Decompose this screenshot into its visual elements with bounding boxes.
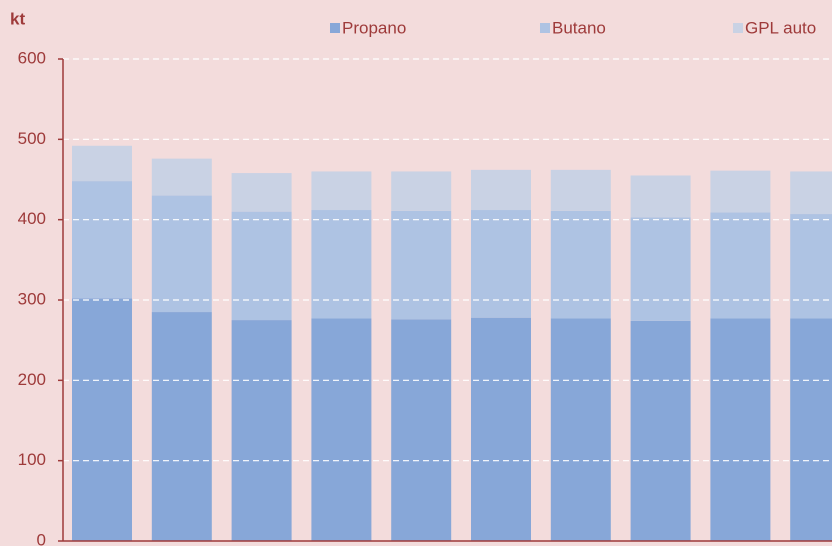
y-tick-label: 500 [18, 129, 46, 148]
bar-segment [391, 210, 452, 320]
bar-segment [710, 212, 771, 319]
bar-segment [72, 298, 132, 541]
bar-segment [151, 195, 212, 313]
bar-segment [72, 181, 132, 299]
y-tick-label: 600 [18, 48, 46, 67]
bar-segment [231, 320, 292, 541]
bar-segment [790, 214, 832, 319]
bar-segment [311, 318, 372, 541]
bar-segment [151, 312, 212, 541]
bar-segment [391, 171, 452, 211]
bar-segment [311, 171, 372, 211]
legend-swatch [733, 23, 743, 33]
legend-swatch [540, 23, 550, 33]
bar-segment [630, 217, 691, 321]
bar-segment [72, 145, 132, 182]
bar-segment [471, 210, 531, 318]
bar-segment [231, 211, 292, 321]
y-tick-label: 0 [37, 530, 46, 546]
legend-label: GPL auto [745, 18, 816, 37]
bar-segment [710, 318, 771, 541]
bar-segment [391, 319, 452, 541]
bar-segment [630, 320, 691, 541]
y-axis-label: kt [10, 9, 25, 28]
bar-segment [311, 210, 372, 319]
y-tick-label: 400 [18, 209, 46, 228]
bar-segment [550, 169, 611, 211]
bar-segment [790, 318, 832, 541]
legend-swatch [330, 23, 340, 33]
bar-segment [231, 173, 292, 212]
bar-segment [790, 171, 832, 215]
bar-segment [550, 210, 611, 319]
bar-segment [710, 170, 771, 213]
bar-segment [151, 158, 212, 196]
bar-segment [630, 175, 691, 218]
bar-segment [471, 317, 531, 541]
bar-segment [471, 169, 531, 211]
legend-label: Butano [552, 18, 606, 37]
y-tick-label: 300 [18, 289, 46, 308]
bar-segment [550, 318, 611, 541]
y-tick-label: 100 [18, 450, 46, 469]
y-tick-label: 200 [18, 370, 46, 389]
legend-label: Propano [342, 18, 406, 37]
